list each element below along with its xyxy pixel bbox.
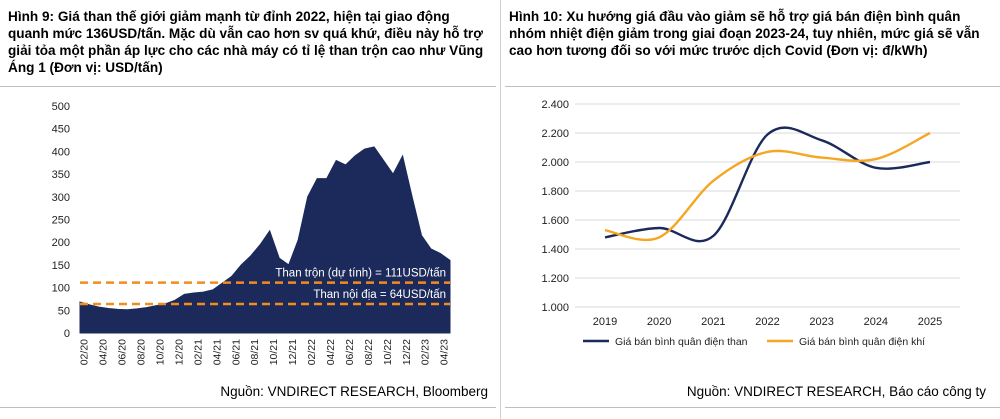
coal-price-chart: 0 50 100 150 200 250 300 350 400 450 500 Than trộn …: [0, 90, 496, 375]
x-tick-label: 2024: [864, 316, 888, 328]
gas-power-price-line: [604, 131, 931, 242]
figure-10-source: Nguồn: VNDIRECT RESEARCH, Báo cáo công t…: [686, 384, 986, 399]
x-tick-label: 02/21: [192, 339, 204, 365]
x-tick-label: 2025: [918, 316, 942, 328]
x-tick-label: 12/20: [173, 339, 185, 365]
x-tick-label: 10/21: [268, 339, 280, 365]
figure-9-source: Nguồn: VNDIRECT RESEARCH, Bloomberg: [220, 384, 488, 399]
y-tick-label: 350: [52, 169, 70, 181]
electricity-price-chart: 1.000 1.200 1.400 1.600 1.800 2.000 2.200 2.400…: [505, 90, 1000, 375]
y-tick-label: 300: [52, 192, 70, 204]
x-tick-label: 06/21: [230, 339, 242, 365]
domestic-coal-label: Than nội địa = 64USD/tấn: [313, 289, 446, 301]
x-tick-label: 06/20: [117, 339, 129, 365]
y-tick-label: 1.400: [541, 244, 569, 256]
blended-coal-label: Than trộn (dự tính) = 111USD/tấn: [275, 268, 446, 280]
legend-label: Giá bán bình quân điện than: [615, 336, 748, 348]
title-separator: [505, 86, 1000, 87]
figure-10-panel: Hình 10: Xu hướng giá đầu vào giảm sẽ hỗ…: [505, 0, 1000, 419]
y-tick-label: 0: [64, 328, 70, 340]
x-tick-label: 04/20: [98, 339, 110, 365]
y-tick-label: 150: [52, 260, 70, 272]
y-tick-label: 400: [52, 146, 70, 158]
y-tick-label: 1.000: [541, 302, 569, 314]
bottom-separator: [505, 407, 1000, 408]
x-tick-label: 10/20: [154, 339, 166, 365]
x-tick-label: 08/21: [249, 339, 261, 365]
bottom-separator: [0, 407, 496, 408]
y-tick-label: 2.000: [541, 157, 569, 169]
figure-10-title: Hình 10: Xu hướng giá đầu vào giảm sẽ hỗ…: [509, 9, 980, 58]
x-tick-label: 02/23: [420, 339, 432, 365]
y-tick-label: 100: [52, 283, 70, 295]
y-tick-label: 450: [52, 124, 70, 136]
coal-power-price-line: [604, 126, 931, 243]
x-tick-label: 2019: [593, 316, 617, 328]
x-tick-label: 02/22: [306, 339, 318, 365]
x-tick-label: 2023: [809, 316, 833, 328]
x-tick-label: 12/21: [287, 339, 299, 365]
y-tick-label: 250: [52, 215, 70, 227]
title-separator: [0, 86, 496, 87]
x-tick-label: 04/21: [211, 339, 223, 365]
panel-divider: [500, 0, 501, 419]
y-tick-label: 1.800: [541, 186, 569, 198]
figure-9-title: Hình 9: Giá than thế giới giảm mạnh từ đ…: [8, 9, 484, 75]
legend-label: Giá bán bình quân điện khí: [799, 336, 925, 348]
x-tick-label: 2022: [755, 316, 779, 328]
electricity-price-svg: 1.000 1.200 1.400 1.600 1.800 2.000 2.200 2.400…: [541, 99, 960, 348]
y-tick-label: 2.400: [541, 99, 569, 111]
x-tick-label: 04/23: [439, 339, 451, 365]
x-tick-label: 04/22: [325, 339, 337, 365]
x-tick-label: 02/20: [79, 339, 91, 365]
x-tick-label: 12/22: [401, 339, 413, 365]
y-tick-label: 500: [52, 101, 70, 113]
y-tick-label: 2.200: [541, 128, 569, 140]
x-tick-label: 08/20: [136, 339, 148, 365]
y-tick-label: 1.200: [541, 273, 569, 285]
x-tick-label: 10/22: [382, 339, 394, 365]
y-tick-label: 50: [58, 305, 70, 317]
x-tick-label: 2021: [701, 316, 725, 328]
coal-price-svg: 0 50 100 150 200 250 300 350 400 450 500 Than trộn …: [52, 101, 451, 365]
x-tick-label: 06/22: [344, 339, 356, 365]
y-tick-label: 1.600: [541, 215, 569, 227]
figure-9-panel: Hình 9: Giá than thế giới giảm mạnh từ đ…: [0, 0, 496, 419]
x-tick-label: 2020: [647, 316, 671, 328]
y-tick-label: 200: [52, 237, 70, 249]
coal-price-area: [79, 146, 451, 334]
x-tick-label: 08/22: [363, 339, 375, 365]
